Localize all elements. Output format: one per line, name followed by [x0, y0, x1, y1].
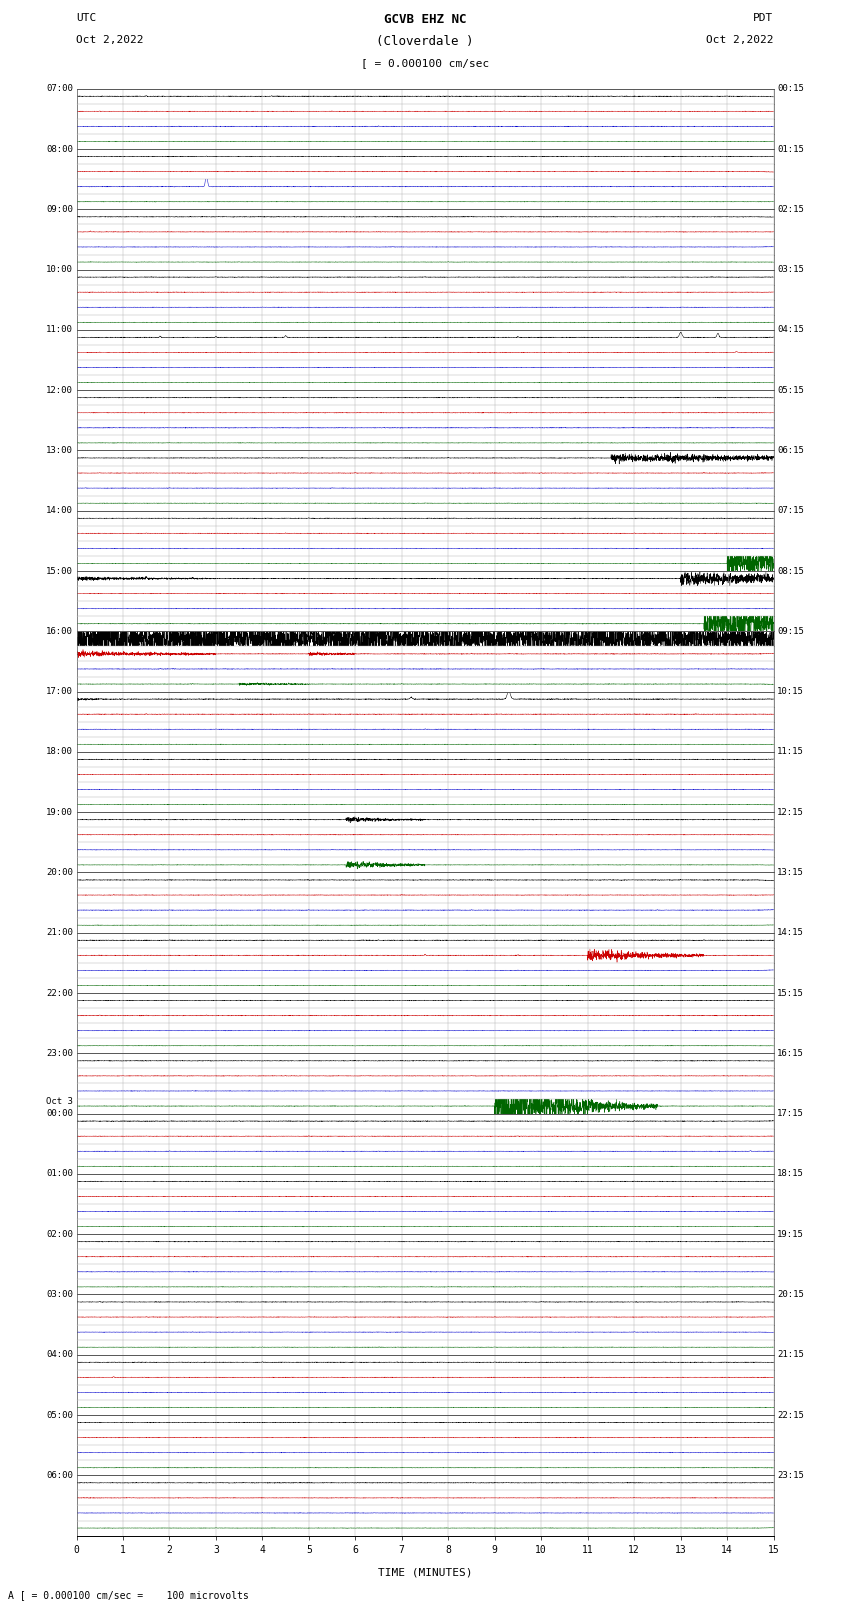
Text: 10:15: 10:15	[777, 687, 804, 697]
Text: 00:00: 00:00	[46, 1110, 73, 1118]
Text: 04:00: 04:00	[46, 1350, 73, 1360]
Text: 17:15: 17:15	[777, 1110, 804, 1118]
Text: 22:15: 22:15	[777, 1410, 804, 1419]
Text: GCVB EHZ NC: GCVB EHZ NC	[383, 13, 467, 26]
Text: 20:15: 20:15	[777, 1290, 804, 1298]
Text: TIME (MINUTES): TIME (MINUTES)	[377, 1568, 473, 1578]
Text: 13:15: 13:15	[777, 868, 804, 877]
Text: 15:00: 15:00	[46, 566, 73, 576]
Text: 13:00: 13:00	[46, 445, 73, 455]
Text: 03:00: 03:00	[46, 1290, 73, 1298]
Text: [ = 0.000100 cm/sec: [ = 0.000100 cm/sec	[361, 58, 489, 68]
Text: 00:15: 00:15	[777, 84, 804, 94]
Text: 09:15: 09:15	[777, 627, 804, 636]
Text: 10:00: 10:00	[46, 265, 73, 274]
Text: 19:15: 19:15	[777, 1229, 804, 1239]
Text: 01:00: 01:00	[46, 1169, 73, 1179]
Text: 23:00: 23:00	[46, 1048, 73, 1058]
Text: 07:15: 07:15	[777, 506, 804, 515]
Text: 12:00: 12:00	[46, 386, 73, 395]
Text: 02:15: 02:15	[777, 205, 804, 215]
Text: 09:00: 09:00	[46, 205, 73, 215]
Text: UTC: UTC	[76, 13, 97, 23]
Text: 14:00: 14:00	[46, 506, 73, 515]
Text: 02:00: 02:00	[46, 1229, 73, 1239]
Text: 22:00: 22:00	[46, 989, 73, 997]
Text: 01:15: 01:15	[777, 145, 804, 153]
Text: 14:15: 14:15	[777, 927, 804, 937]
Text: 06:15: 06:15	[777, 445, 804, 455]
Text: 15:15: 15:15	[777, 989, 804, 997]
Text: 11:15: 11:15	[777, 747, 804, 756]
Text: 08:00: 08:00	[46, 145, 73, 153]
Text: 16:00: 16:00	[46, 627, 73, 636]
Text: (Cloverdale ): (Cloverdale )	[377, 35, 473, 48]
Text: 06:00: 06:00	[46, 1471, 73, 1479]
Text: Oct 2,2022: Oct 2,2022	[76, 35, 144, 45]
Text: A [ = 0.000100 cm/sec =    100 microvolts: A [ = 0.000100 cm/sec = 100 microvolts	[8, 1590, 249, 1600]
Text: 05:15: 05:15	[777, 386, 804, 395]
Text: 12:15: 12:15	[777, 808, 804, 816]
Text: 21:15: 21:15	[777, 1350, 804, 1360]
Text: 19:00: 19:00	[46, 808, 73, 816]
Text: 07:00: 07:00	[46, 84, 73, 94]
Text: 03:15: 03:15	[777, 265, 804, 274]
Text: 11:00: 11:00	[46, 326, 73, 334]
Text: PDT: PDT	[753, 13, 774, 23]
Text: 18:00: 18:00	[46, 747, 73, 756]
Text: 17:00: 17:00	[46, 687, 73, 697]
Text: 04:15: 04:15	[777, 326, 804, 334]
Text: 18:15: 18:15	[777, 1169, 804, 1179]
Text: 08:15: 08:15	[777, 566, 804, 576]
Text: Oct 2,2022: Oct 2,2022	[706, 35, 774, 45]
Text: Oct 3: Oct 3	[46, 1097, 73, 1107]
Text: 16:15: 16:15	[777, 1048, 804, 1058]
Text: 23:15: 23:15	[777, 1471, 804, 1479]
Text: 20:00: 20:00	[46, 868, 73, 877]
Text: 05:00: 05:00	[46, 1410, 73, 1419]
Text: 21:00: 21:00	[46, 927, 73, 937]
